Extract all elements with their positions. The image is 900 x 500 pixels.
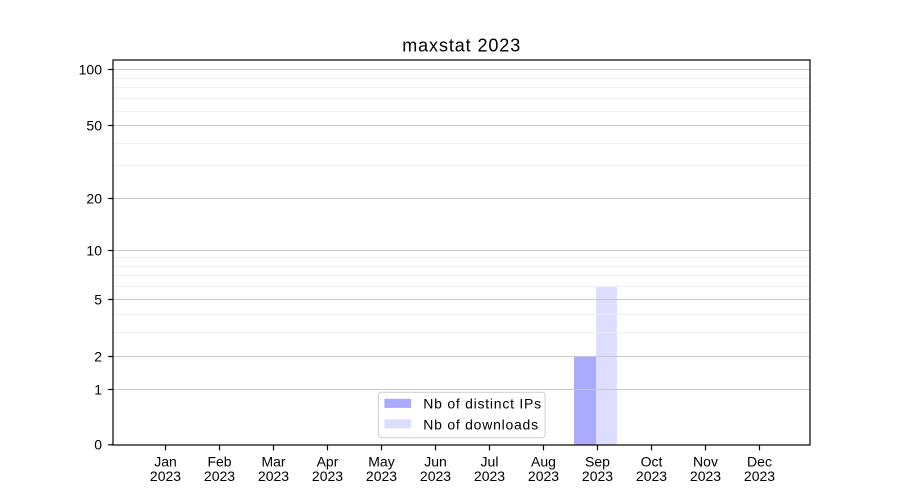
svg-text:Sep: Sep <box>585 453 610 469</box>
svg-text:Nb of distinct IPs: Nb of distinct IPs <box>423 396 542 412</box>
svg-text:2023: 2023 <box>744 468 775 484</box>
svg-text:Jun: Jun <box>424 453 447 469</box>
svg-text:2023: 2023 <box>150 468 181 484</box>
svg-text:2: 2 <box>94 348 102 364</box>
svg-text:2023: 2023 <box>258 468 289 484</box>
svg-text:maxstat 2023: maxstat 2023 <box>402 36 521 56</box>
svg-text:Mar: Mar <box>261 453 285 469</box>
svg-text:Jul: Jul <box>481 453 499 469</box>
svg-text:2023: 2023 <box>312 468 343 484</box>
svg-text:0: 0 <box>94 437 102 453</box>
svg-text:10: 10 <box>86 242 102 258</box>
svg-text:2023: 2023 <box>420 468 451 484</box>
svg-text:Oct: Oct <box>641 453 663 469</box>
svg-text:2023: 2023 <box>582 468 613 484</box>
svg-text:100: 100 <box>79 61 103 77</box>
svg-text:50: 50 <box>86 117 102 133</box>
svg-text:2023: 2023 <box>366 468 397 484</box>
svg-text:Aug: Aug <box>531 453 556 469</box>
svg-text:5: 5 <box>94 291 102 307</box>
svg-text:Apr: Apr <box>317 453 339 469</box>
svg-text:Dec: Dec <box>747 453 772 469</box>
svg-text:2023: 2023 <box>690 468 721 484</box>
svg-text:Nov: Nov <box>693 453 718 469</box>
svg-text:1: 1 <box>94 381 102 397</box>
svg-text:May: May <box>368 453 394 469</box>
svg-text:2023: 2023 <box>204 468 235 484</box>
svg-text:Feb: Feb <box>207 453 231 469</box>
svg-text:2023: 2023 <box>528 468 559 484</box>
svg-text:2023: 2023 <box>474 468 505 484</box>
svg-text:Jan: Jan <box>154 453 177 469</box>
svg-text:Nb of downloads: Nb of downloads <box>423 416 539 432</box>
svg-text:20: 20 <box>86 190 102 206</box>
svg-text:2023: 2023 <box>636 468 667 484</box>
